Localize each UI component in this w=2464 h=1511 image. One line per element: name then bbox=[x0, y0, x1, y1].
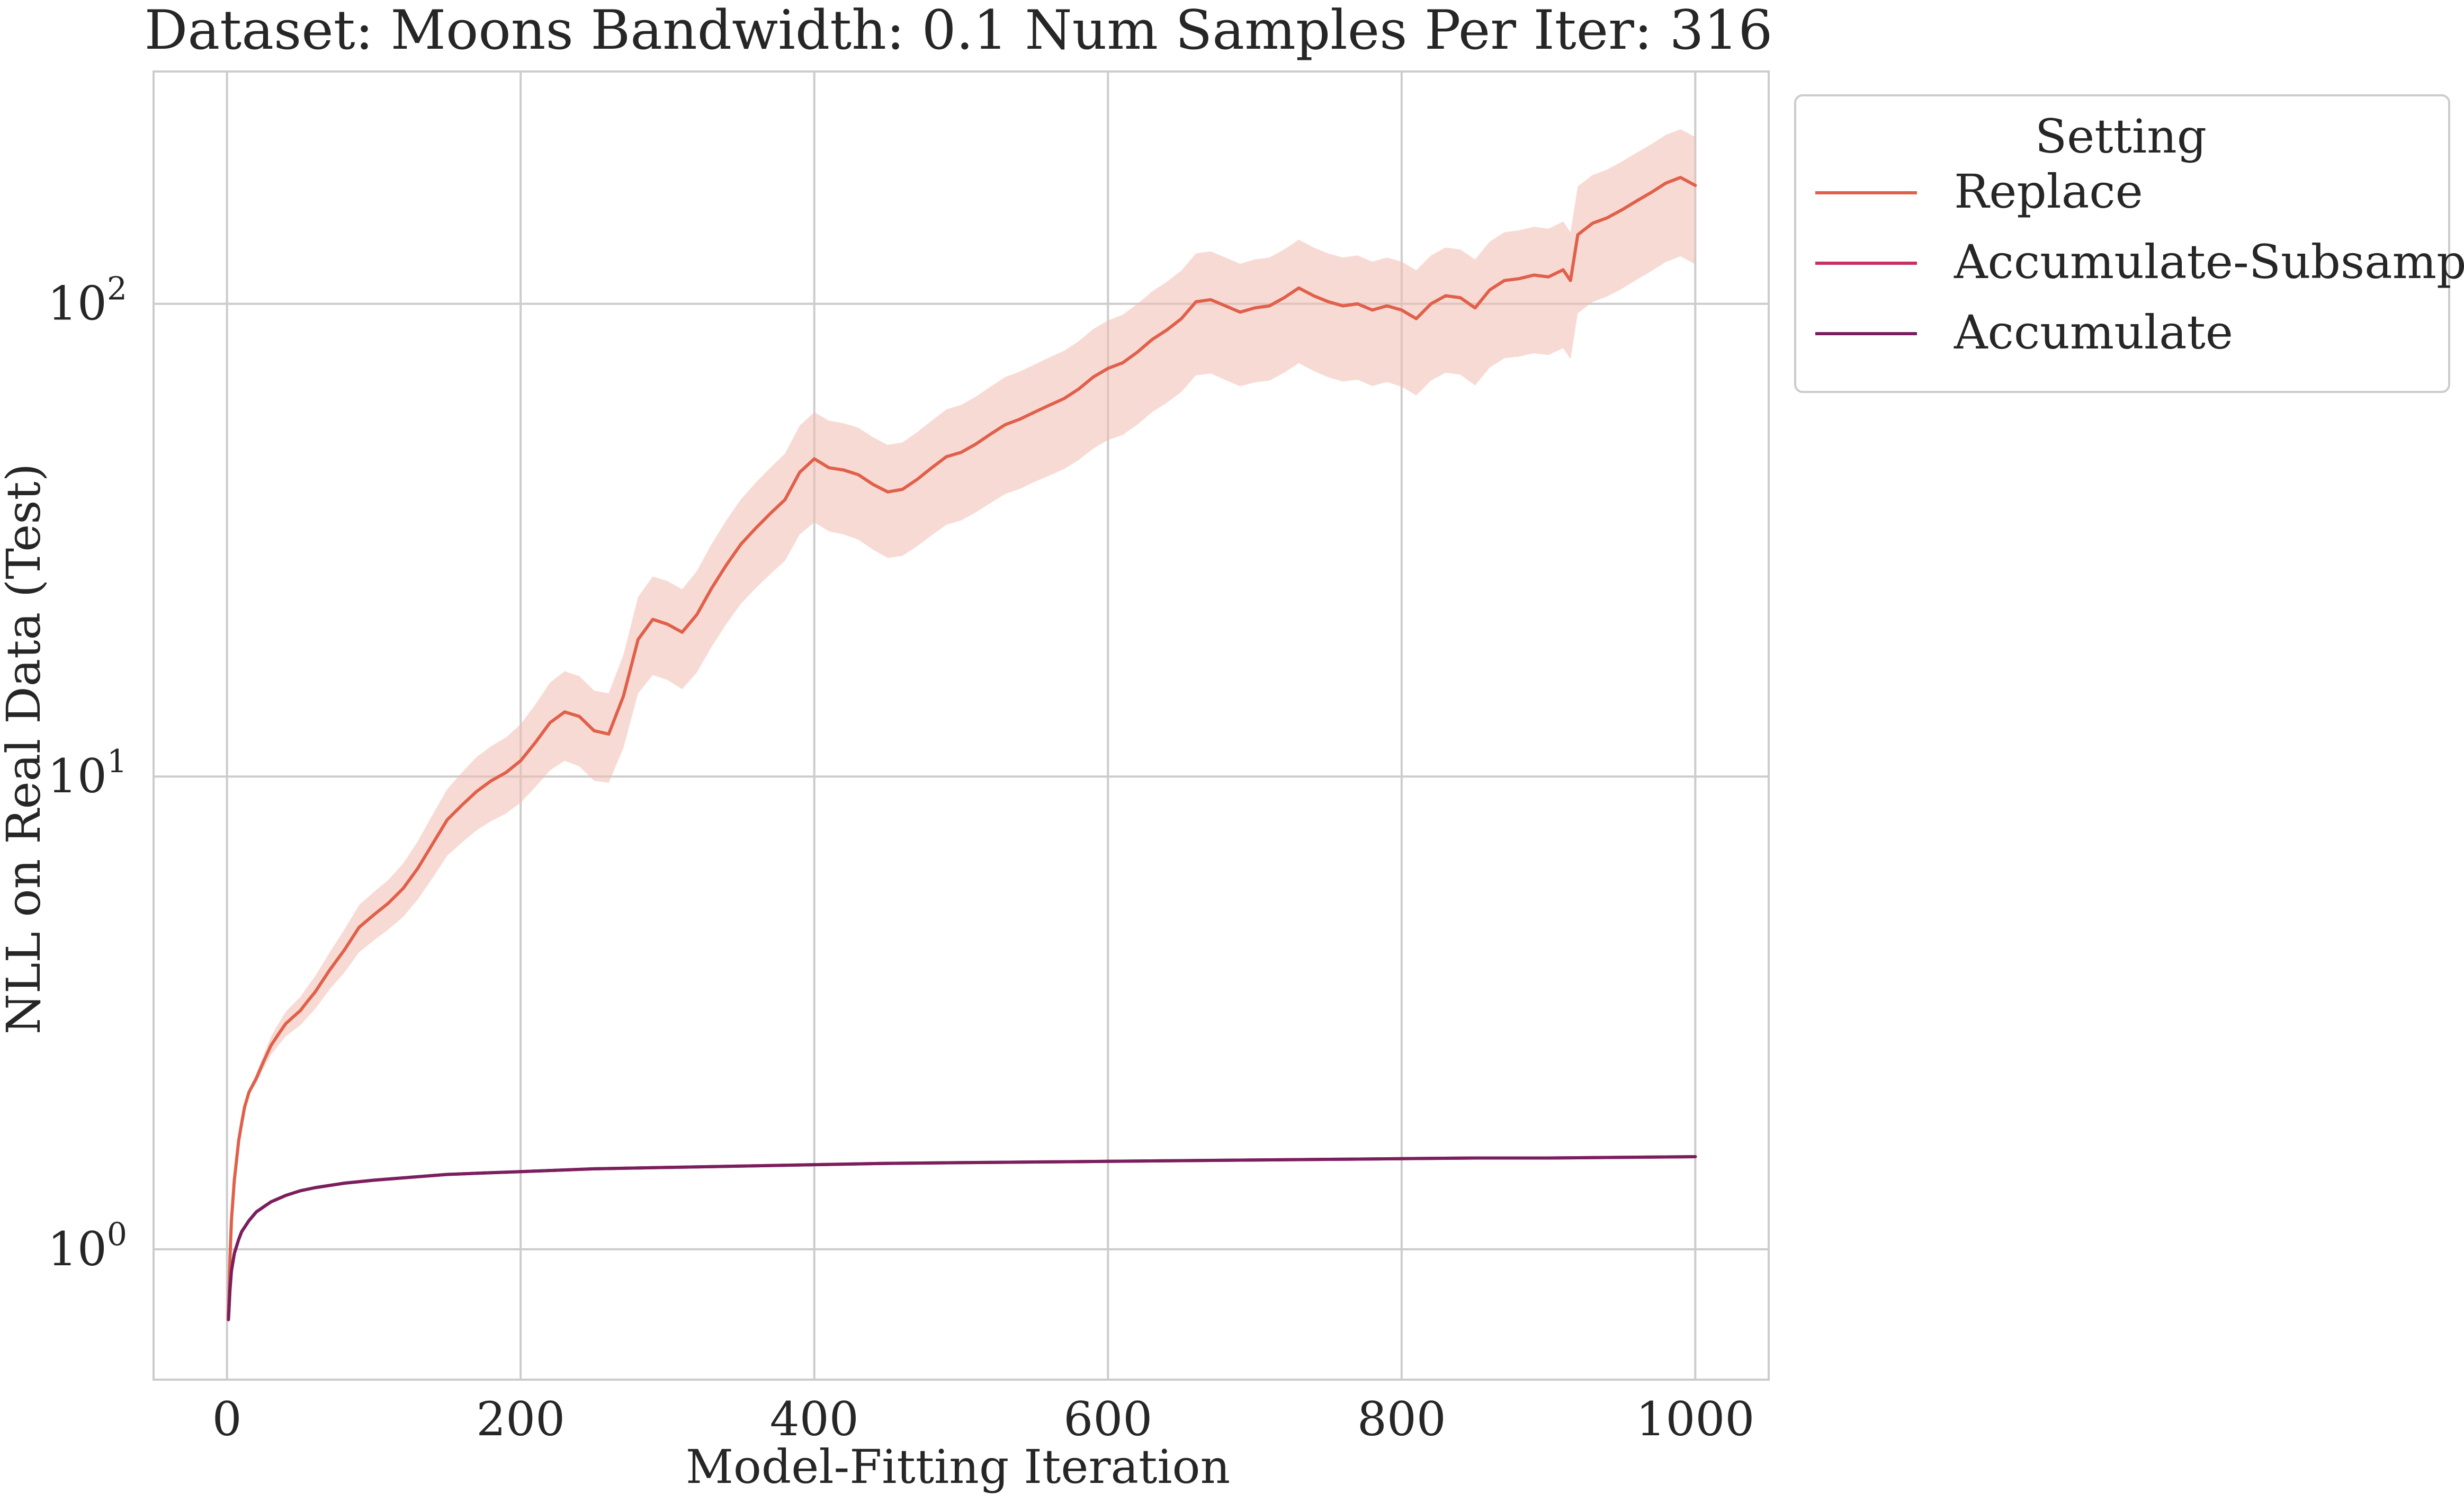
legend-entries: Replace Accumulate-Subsample Accumulate bbox=[1815, 164, 2464, 360]
legend-label-accumulate: Accumulate bbox=[1954, 305, 2233, 360]
y-tick-label: 102 bbox=[48, 271, 127, 331]
plot-area bbox=[153, 70, 1770, 1381]
x-tick-label: 1000 bbox=[1636, 1392, 1754, 1446]
legend-box bbox=[1794, 94, 2450, 393]
confidence-bands bbox=[228, 129, 1696, 1317]
legend-title: Setting bbox=[2035, 109, 2207, 164]
y-tick-label: 101 bbox=[48, 743, 127, 803]
series-line-accumulate bbox=[227, 1155, 1697, 1321]
series-line-replace bbox=[227, 176, 1697, 1319]
chart-title: Dataset: Moons Bandwidth: 0.1 Num Sample… bbox=[145, 0, 1773, 62]
y-axis-label: NLL on Real Data (Test) bbox=[0, 463, 51, 1034]
legend-label-accumulate-subsample: Accumulate-Subsample bbox=[1954, 235, 2464, 289]
x-tick-label: 800 bbox=[1357, 1392, 1446, 1446]
x-axis-label: Model-Fitting Iteration bbox=[686, 1440, 1230, 1494]
x-tick-label: 200 bbox=[476, 1392, 565, 1446]
y-axis-ticks: 100 101 102 bbox=[48, 271, 127, 1276]
series-lines bbox=[227, 176, 1697, 1321]
x-tick-label: 400 bbox=[770, 1392, 859, 1446]
band-replace bbox=[228, 129, 1696, 1317]
x-axis-ticks: 0 200 400 600 800 1000 bbox=[212, 1392, 1755, 1446]
legend: Setting Replace Accumulate-Subsample Accum… bbox=[1794, 94, 2464, 393]
y-tick-label: 100 bbox=[48, 1216, 127, 1276]
x-tick-label: 0 bbox=[212, 1392, 242, 1446]
x-tick-label: 600 bbox=[1063, 1392, 1152, 1446]
plot-frame bbox=[153, 70, 1770, 1381]
legend-label-replace: Replace bbox=[1954, 164, 2143, 219]
